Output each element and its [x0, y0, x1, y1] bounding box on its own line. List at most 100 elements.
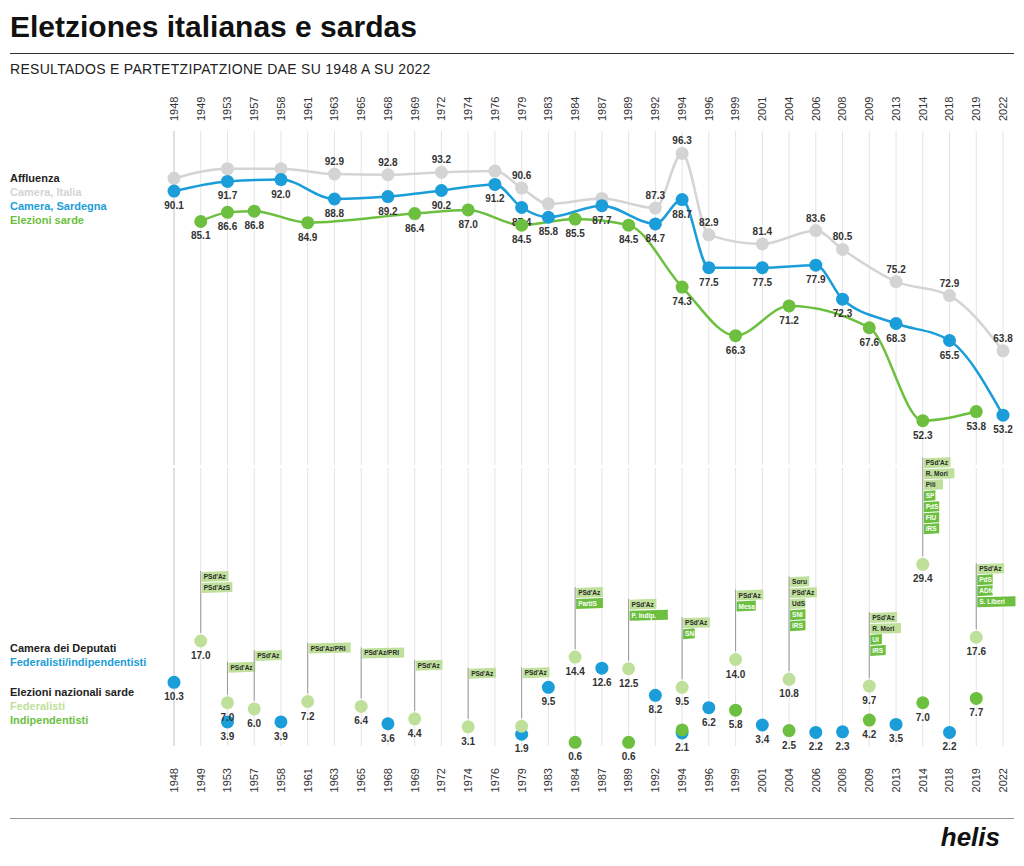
svg-text:PSd'Az: PSd'Az	[632, 601, 655, 608]
svg-text:87.0: 87.0	[458, 219, 478, 230]
svg-text:1958: 1958	[275, 768, 287, 792]
svg-text:1994: 1994	[676, 97, 688, 121]
svg-text:1965: 1965	[355, 768, 367, 792]
svg-text:1987: 1987	[596, 97, 608, 121]
svg-text:SNI: SNI	[792, 611, 803, 618]
svg-text:86.8: 86.8	[244, 220, 264, 231]
svg-text:3.5: 3.5	[889, 733, 903, 744]
svg-text:2013: 2013	[890, 768, 902, 792]
svg-text:2022: 2022	[997, 768, 1009, 792]
svg-text:84.9: 84.9	[298, 232, 318, 243]
svg-text:1976: 1976	[489, 768, 501, 792]
svg-text:PSd'Az: PSd'Az	[578, 589, 601, 596]
svg-text:2.2: 2.2	[943, 741, 957, 752]
svg-text:1987: 1987	[596, 768, 608, 792]
svg-text:ADN: ADN	[979, 587, 993, 594]
svg-text:1972: 1972	[435, 768, 447, 792]
svg-text:84.5: 84.5	[512, 234, 532, 245]
svg-text:2.2: 2.2	[809, 741, 823, 752]
svg-text:1984: 1984	[569, 97, 581, 121]
svg-text:1963: 1963	[328, 768, 340, 792]
svg-text:82.9: 82.9	[699, 217, 719, 228]
svg-text:85.1: 85.1	[191, 230, 211, 241]
svg-text:65.5: 65.5	[940, 350, 960, 361]
svg-text:1953: 1953	[221, 768, 233, 792]
svg-text:1948: 1948	[168, 768, 180, 792]
svg-text:1949: 1949	[195, 768, 207, 792]
svg-text:2001: 2001	[756, 97, 768, 121]
svg-text:2019: 2019	[970, 97, 982, 121]
svg-text:2006: 2006	[810, 768, 822, 792]
svg-text:9.5: 9.5	[675, 696, 689, 707]
svg-text:2009: 2009	[863, 768, 875, 792]
svg-text:PSd'Az: PSd'Az	[230, 664, 253, 671]
svg-text:75.2: 75.2	[886, 264, 906, 275]
svg-text:85.5: 85.5	[565, 228, 585, 239]
svg-text:2008: 2008	[836, 768, 848, 792]
svg-text:PSd'Az/PRI: PSd'Az/PRI	[311, 645, 346, 652]
svg-text:84.7: 84.7	[646, 233, 666, 244]
svg-text:iRS: iRS	[926, 525, 938, 532]
svg-text:2018: 2018	[943, 768, 955, 792]
svg-text:iRS: iRS	[792, 622, 804, 629]
svg-text:3.1: 3.1	[461, 736, 475, 747]
svg-text:UdS: UdS	[792, 600, 806, 607]
svg-text:2013: 2013	[890, 97, 902, 121]
svg-text:12.5: 12.5	[619, 678, 639, 689]
svg-text:86.4: 86.4	[405, 223, 425, 234]
svg-text:3.9: 3.9	[274, 731, 288, 742]
svg-text:6.2: 6.2	[702, 717, 716, 728]
svg-text:PSd'Az: PSd'Az	[739, 592, 762, 599]
svg-text:72.3: 72.3	[833, 308, 853, 319]
svg-text:77.5: 77.5	[753, 277, 773, 288]
svg-text:1976: 1976	[489, 97, 501, 121]
svg-text:1994: 1994	[676, 768, 688, 792]
svg-text:0.6: 0.6	[622, 751, 636, 762]
svg-text:1979: 1979	[515, 97, 527, 121]
svg-text:2018: 2018	[943, 97, 955, 121]
svg-text:1.9: 1.9	[515, 743, 529, 754]
svg-text:1968: 1968	[382, 97, 394, 121]
svg-text:SN: SN	[685, 630, 694, 637]
svg-text:1992: 1992	[649, 97, 661, 121]
svg-text:17.0: 17.0	[191, 650, 211, 661]
svg-text:1983: 1983	[542, 97, 554, 121]
svg-text:87.7: 87.7	[592, 215, 612, 226]
svg-text:72.9: 72.9	[940, 278, 960, 289]
svg-text:10.3: 10.3	[164, 691, 184, 702]
svg-text:14.0: 14.0	[726, 669, 746, 680]
svg-text:17.6: 17.6	[967, 646, 987, 657]
svg-text:4.4: 4.4	[408, 728, 422, 739]
svg-text:3.6: 3.6	[381, 733, 395, 744]
svg-text:PdS: PdS	[979, 576, 992, 583]
svg-text:68.3: 68.3	[886, 333, 906, 344]
svg-text:1999: 1999	[729, 768, 741, 792]
svg-text:4.2: 4.2	[862, 729, 876, 740]
svg-text:71.2: 71.2	[779, 315, 799, 326]
svg-text:2022: 2022	[997, 97, 1009, 121]
svg-text:83.6: 83.6	[806, 213, 826, 224]
svg-text:1989: 1989	[622, 97, 634, 121]
svg-text:PartiS: PartiS	[578, 600, 597, 607]
svg-text:90.2: 90.2	[432, 200, 452, 211]
svg-text:67.6: 67.6	[860, 337, 880, 348]
svg-text:86.6: 86.6	[218, 221, 238, 232]
svg-text:1996: 1996	[703, 768, 715, 792]
svg-text:1979: 1979	[515, 768, 527, 792]
svg-text:1963: 1963	[328, 97, 340, 121]
svg-text:iRS: iRS	[872, 647, 884, 654]
svg-text:53.8: 53.8	[967, 421, 987, 432]
svg-text:7.0: 7.0	[916, 712, 930, 723]
svg-text:63.8: 63.8	[993, 333, 1013, 344]
svg-text:PSd'Az: PSd'Az	[872, 614, 895, 621]
svg-text:1957: 1957	[248, 768, 260, 792]
svg-text:1957: 1957	[248, 97, 260, 121]
svg-text:PSd'Az: PSd'Az	[792, 589, 815, 596]
svg-text:1983: 1983	[542, 768, 554, 792]
svg-text:PSd'Az: PSd'Az	[979, 565, 1002, 572]
svg-text:3.9: 3.9	[221, 731, 235, 742]
svg-text:2019: 2019	[970, 768, 982, 792]
svg-text:1961: 1961	[302, 768, 314, 792]
svg-text:Soru: Soru	[792, 578, 807, 585]
svg-text:1953: 1953	[221, 97, 233, 121]
